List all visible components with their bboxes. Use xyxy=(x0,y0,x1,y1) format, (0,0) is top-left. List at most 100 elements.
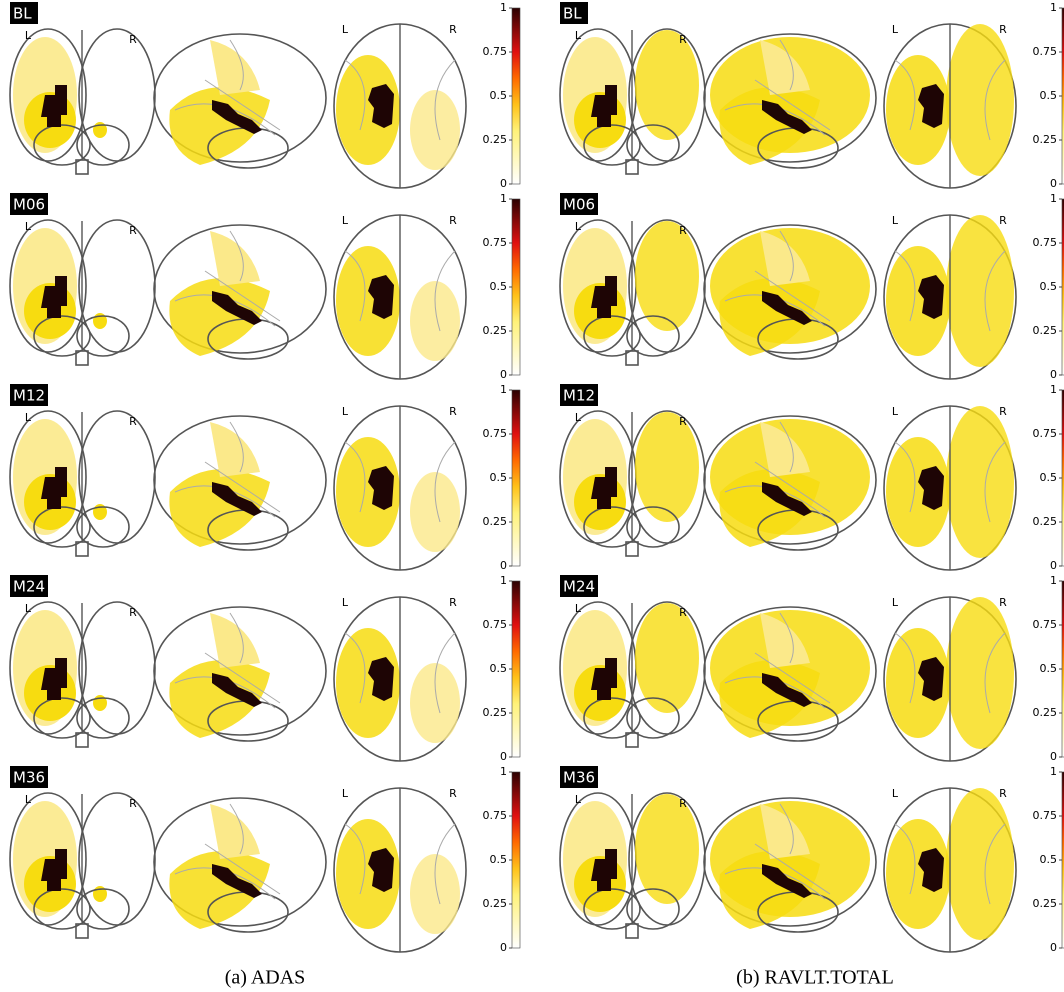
coronal-right xyxy=(79,29,155,161)
colorbar-tick-label: 0 xyxy=(1050,941,1057,954)
colorbar-tick-label: 0 xyxy=(500,368,507,381)
hemisphere-label: L xyxy=(575,411,582,424)
colorbar-tick-label: 0 xyxy=(500,750,507,763)
timepoint-label: M06 xyxy=(563,196,595,214)
hemisphere-label: L xyxy=(25,29,32,42)
colorbar-tick-label: 1 xyxy=(1050,1,1057,14)
colorbar-tick-label: 1 xyxy=(1050,765,1057,778)
hemisphere-label: L xyxy=(342,23,349,36)
hemisphere-label: L xyxy=(575,220,582,233)
coronal-right xyxy=(79,220,155,352)
colorbar xyxy=(512,772,520,948)
colorbar-tick-label: 0.25 xyxy=(483,133,508,146)
hemisphere-label: R xyxy=(449,596,457,609)
timepoint-label: M36 xyxy=(563,769,595,787)
panel-caption: (a) ADAS xyxy=(225,967,306,989)
colorbar-tick-label: 1 xyxy=(500,192,507,205)
hemisphere-label: L xyxy=(342,787,349,800)
colorbar-tick-label: 0.5 xyxy=(1040,89,1058,102)
colorbar-tick-label: 0 xyxy=(1050,177,1057,190)
timepoint-label: M12 xyxy=(13,387,45,405)
colorbar-tick-label: 0.75 xyxy=(483,618,508,631)
colorbar-tick-label: 0 xyxy=(500,177,507,190)
hemisphere-label: R xyxy=(999,405,1007,418)
hemisphere-label: L xyxy=(892,596,899,609)
hemisphere-label: L xyxy=(892,787,899,800)
colorbar-tick-label: 0.75 xyxy=(1033,236,1058,249)
colorbar-tick-label: 1 xyxy=(500,765,507,778)
hemisphere-label: R xyxy=(679,606,687,619)
timepoint-label: M06 xyxy=(13,196,45,214)
hemisphere-label: L xyxy=(342,596,349,609)
activation xyxy=(635,412,699,522)
colorbar-tick-label: 0.25 xyxy=(483,324,508,337)
colorbar-tick-label: 0.25 xyxy=(1033,706,1058,719)
timepoint-label: BL xyxy=(13,5,32,23)
hemisphere-label: L xyxy=(575,793,582,806)
hemisphere-label: R xyxy=(129,797,137,810)
colorbar-tick-label: 1 xyxy=(500,574,507,587)
colorbar xyxy=(512,390,520,566)
colorbar-tick-label: 0.5 xyxy=(1040,853,1058,866)
colorbar-tick-label: 1 xyxy=(500,1,507,14)
hemisphere-label: L xyxy=(25,793,32,806)
colorbar-tick-label: 1 xyxy=(500,383,507,396)
coronal-right xyxy=(79,411,155,543)
coronal-right xyxy=(79,793,155,925)
colorbar-tick-label: 0.5 xyxy=(1040,471,1058,484)
hemisphere-label: L xyxy=(892,23,899,36)
hemisphere-label: R xyxy=(999,596,1007,609)
hemisphere-label: L xyxy=(342,214,349,227)
hemisphere-label: L xyxy=(25,411,32,424)
colorbar-tick-label: 0.25 xyxy=(1033,324,1058,337)
colorbar-tick-label: 0.75 xyxy=(1033,618,1058,631)
hemisphere-label: R xyxy=(129,224,137,237)
hemisphere-label: L xyxy=(575,602,582,615)
colorbar-tick-label: 0.75 xyxy=(483,809,508,822)
activation xyxy=(635,603,699,713)
timepoint-label: BL xyxy=(563,5,582,23)
colorbar-tick-label: 1 xyxy=(1050,383,1057,396)
activation xyxy=(635,794,699,904)
hemisphere-label: R xyxy=(129,415,137,428)
colorbar-tick-label: 0 xyxy=(500,941,507,954)
timepoint-label: M24 xyxy=(13,578,45,596)
hemisphere-label: R xyxy=(999,23,1007,36)
coronal-right xyxy=(79,602,155,734)
colorbar-tick-label: 0.5 xyxy=(490,853,508,866)
hemisphere-label: R xyxy=(449,787,457,800)
activation xyxy=(946,24,1014,176)
hemisphere-label: R xyxy=(999,787,1007,800)
colorbar xyxy=(512,199,520,375)
colorbar-tick-label: 0.5 xyxy=(1040,662,1058,675)
hemisphere-label: L xyxy=(342,405,349,418)
panel-caption: (b) RAVLT.TOTAL xyxy=(736,967,894,989)
figure: (a) ADAS (b) RAVLT.TOTAL L R L R BL 0 0.25 0.5 0… xyxy=(0,0,1064,992)
colorbar-tick-label: 0.75 xyxy=(483,236,508,249)
colorbar-tick-label: 1 xyxy=(1050,192,1057,205)
colorbar-tick-label: 0.5 xyxy=(490,471,508,484)
activation xyxy=(946,788,1014,940)
colorbar-tick-label: 0 xyxy=(1050,368,1057,381)
hemisphere-label: R xyxy=(129,33,137,46)
colorbar-tick-label: 0.25 xyxy=(1033,897,1058,910)
hemisphere-label: R xyxy=(679,797,687,810)
colorbar-tick-label: 0.5 xyxy=(490,662,508,675)
colorbar-tick-label: 1 xyxy=(1050,574,1057,587)
hemisphere-label: R xyxy=(449,405,457,418)
colorbar-tick-label: 0.75 xyxy=(483,427,508,440)
hemisphere-label: L xyxy=(25,220,32,233)
colorbar-tick-label: 0.5 xyxy=(490,280,508,293)
hemisphere-label: R xyxy=(449,23,457,36)
hemisphere-label: R xyxy=(449,214,457,227)
colorbar-tick-label: 0.5 xyxy=(490,89,508,102)
colorbar-tick-label: 0.25 xyxy=(1033,515,1058,528)
colorbar-tick-label: 0.5 xyxy=(1040,280,1058,293)
timepoint-label: M12 xyxy=(563,387,595,405)
hemisphere-label: L xyxy=(892,405,899,418)
colorbar-tick-label: 0.25 xyxy=(483,706,508,719)
hemisphere-label: R xyxy=(679,415,687,428)
hemisphere-label: L xyxy=(892,214,899,227)
colorbar xyxy=(512,581,520,757)
colorbar-tick-label: 0 xyxy=(500,559,507,572)
